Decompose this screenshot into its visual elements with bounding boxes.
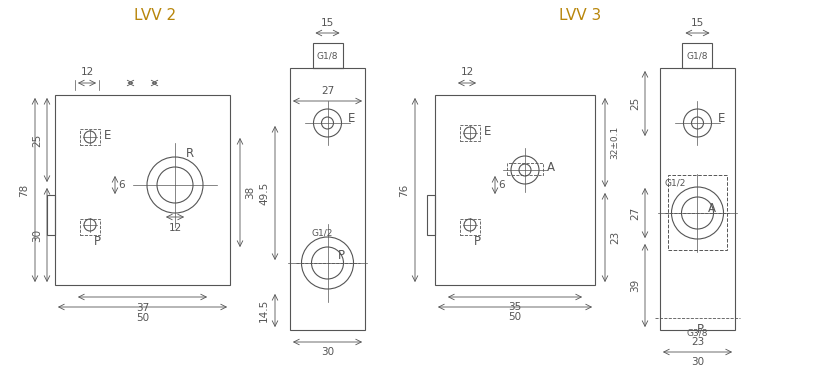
Text: G1/8: G1/8 <box>686 51 709 60</box>
Text: 14.5: 14.5 <box>259 299 269 322</box>
Text: 12: 12 <box>168 223 181 233</box>
Text: 35: 35 <box>508 302 521 312</box>
Text: LVV 2: LVV 2 <box>134 7 176 22</box>
Text: A: A <box>708 201 715 214</box>
Text: 12: 12 <box>461 67 474 77</box>
Text: 50: 50 <box>136 313 149 323</box>
Bar <box>427 195 435 235</box>
Text: 15: 15 <box>321 18 334 28</box>
Text: 15: 15 <box>691 18 704 28</box>
Text: 32±0.1: 32±0.1 <box>610 126 619 159</box>
Text: 25: 25 <box>630 97 640 110</box>
Bar <box>660 68 735 330</box>
Bar <box>80 219 100 235</box>
Text: G1/8: G1/8 <box>317 51 338 60</box>
Bar <box>47 195 55 235</box>
Text: 12: 12 <box>80 67 94 77</box>
Bar <box>435 95 595 285</box>
Text: 30: 30 <box>321 347 334 357</box>
Text: G3/8: G3/8 <box>686 328 709 338</box>
Text: 6: 6 <box>118 180 125 190</box>
Text: 23: 23 <box>610 231 620 244</box>
Text: G1/2: G1/2 <box>312 229 333 238</box>
Text: 27: 27 <box>630 206 640 219</box>
Text: E: E <box>484 124 492 137</box>
Text: E: E <box>104 129 112 142</box>
Text: 39: 39 <box>630 279 640 292</box>
Bar <box>80 129 100 145</box>
Bar <box>668 175 727 250</box>
Bar <box>460 219 480 235</box>
Text: 37: 37 <box>135 303 149 313</box>
Bar <box>460 125 480 141</box>
Text: P: P <box>697 323 704 336</box>
Bar <box>682 43 713 68</box>
Text: E: E <box>718 112 725 124</box>
Bar <box>313 43 342 68</box>
Text: 30: 30 <box>32 228 42 241</box>
Text: 6: 6 <box>498 180 505 190</box>
Bar <box>507 163 543 175</box>
Text: 76: 76 <box>399 183 409 197</box>
Text: 27: 27 <box>321 86 334 96</box>
Text: 23: 23 <box>691 337 704 347</box>
Text: R: R <box>186 147 194 159</box>
Text: 78: 78 <box>19 183 29 197</box>
Text: 49.5: 49.5 <box>259 181 269 204</box>
Bar <box>290 68 365 330</box>
Text: 38: 38 <box>245 186 255 199</box>
Text: 25: 25 <box>32 133 42 147</box>
Text: P: P <box>94 234 101 248</box>
Bar <box>55 95 230 285</box>
Text: E: E <box>347 112 355 124</box>
Text: LVV 3: LVV 3 <box>559 7 601 22</box>
Text: P: P <box>474 234 481 248</box>
Text: A: A <box>547 161 555 174</box>
Text: G1/2: G1/2 <box>665 179 686 187</box>
Text: P: P <box>337 248 345 261</box>
Text: 50: 50 <box>508 312 521 322</box>
Text: 30: 30 <box>691 357 704 367</box>
